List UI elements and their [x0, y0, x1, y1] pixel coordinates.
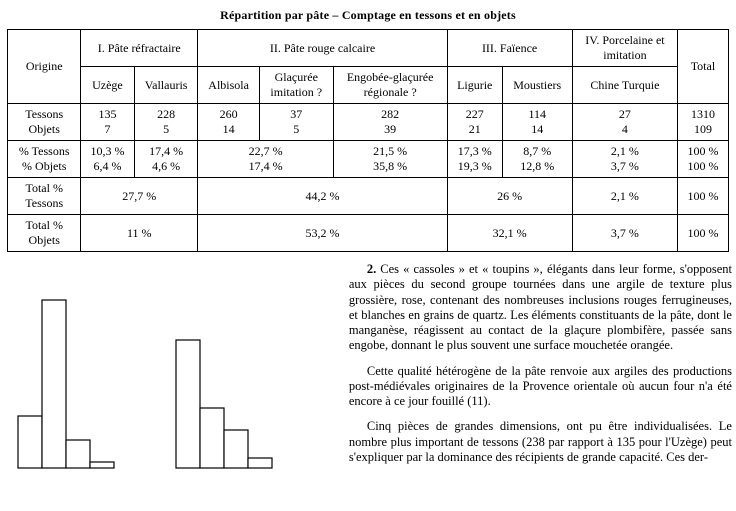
bar-chart	[4, 268, 344, 482]
table-cell: 2,1 %3,7 %	[572, 141, 678, 178]
table-cell: 1310109	[678, 104, 728, 141]
table-cell: 100 %	[678, 215, 728, 252]
origin-header: Origine	[8, 30, 81, 104]
table-cell: 17,3 %19,3 %	[447, 141, 502, 178]
table-cell: 21,5 %35,8 %	[333, 141, 447, 178]
table-cell: 8,7 %12,8 %	[502, 141, 572, 178]
table-cell: 27,7 %	[81, 178, 198, 215]
table-cell: 375	[259, 104, 333, 141]
table-cell: 10,3 %6,4 %	[81, 141, 135, 178]
table-cell: 100 %100 %	[678, 141, 728, 178]
table-cell: 26014	[198, 104, 259, 141]
table-cell: 11 %	[81, 215, 198, 252]
table-cell: 11414	[502, 104, 572, 141]
table-cell: 32,1 %	[447, 215, 572, 252]
col-chine-turquie: Chine Turquie	[572, 67, 678, 104]
col-ligurie: Ligurie	[447, 67, 502, 104]
table-caption: Répartition par pâte – Comptage en tesso…	[0, 8, 736, 23]
col-vallauris: Vallauris	[134, 67, 198, 104]
table-cell: 2,1 %	[572, 178, 678, 215]
table-cell: 17,4 %4,6 %	[134, 141, 198, 178]
table-cell: 22721	[447, 104, 502, 141]
group-1-header: I. Pâte réfractaire	[81, 30, 198, 67]
table-cell: 28239	[333, 104, 447, 141]
col-engobee: Engobée-glaçurée régionale ?	[333, 67, 447, 104]
row-total-objets-label: Total % Objets	[8, 215, 81, 252]
table-cell: 274	[572, 104, 678, 141]
table-cell: 2285	[134, 104, 198, 141]
table-cell: 44,2 %	[198, 178, 447, 215]
col-glacuree: Glaçurée imitation ?	[259, 67, 333, 104]
table-cell: 53,2 %	[198, 215, 447, 252]
paragraph-2: Cette qualité hétérogène de la pâte renv…	[349, 364, 732, 410]
data-table: Origine I. Pâte réfractaire II. Pâte rou…	[7, 29, 728, 252]
group-3-header: III. Faïence	[447, 30, 572, 67]
paragraph-3: Cinq pièces de grandes dimensions, ont p…	[349, 419, 732, 465]
group-4-header: IV. Porcelaine et imitation	[572, 30, 678, 67]
total-header: Total	[678, 30, 728, 104]
row-percent-label: % Tessons % Objets	[8, 141, 81, 178]
group-2-header: II. Pâte rouge calcaire	[198, 30, 447, 67]
row-total-tessons-label: Total % Tessons	[8, 178, 81, 215]
col-uzege: Uzège	[81, 67, 135, 104]
table-cell: 26 %	[447, 178, 572, 215]
row-counts-label: Tessons Objets	[8, 104, 81, 141]
table-cell: 3,7 %	[572, 215, 678, 252]
table-cell: 22,7 %17,4 %	[198, 141, 333, 178]
table-cell: 1357	[81, 104, 135, 141]
paragraph-1: 2.Ces « cassoles » et « toupins », éléga…	[349, 262, 732, 354]
col-moustiers: Moustiers	[502, 67, 572, 104]
col-albisola: Albisola	[198, 67, 259, 104]
table-cell: 100 %	[678, 178, 728, 215]
